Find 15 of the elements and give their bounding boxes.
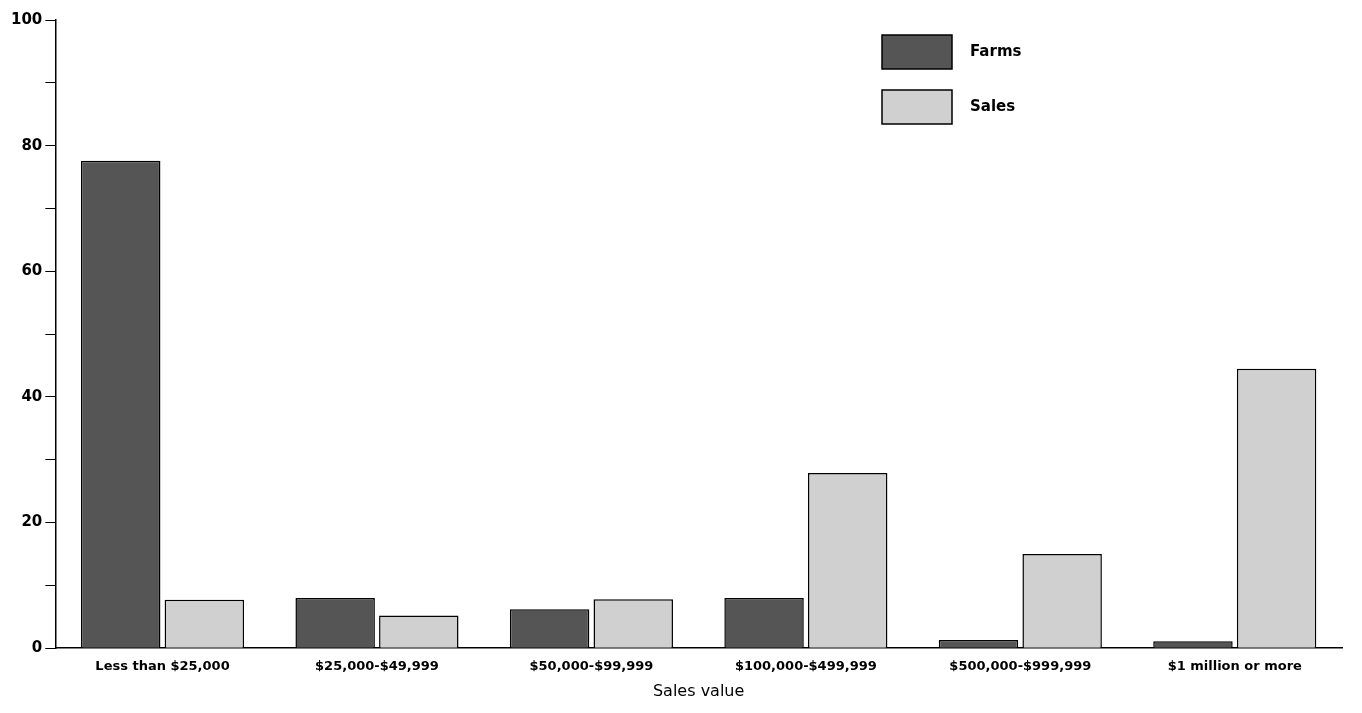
y-tick-label: 20: [21, 512, 43, 531]
y-tick-label: 80: [21, 135, 43, 154]
y-tick-label: 60: [21, 261, 43, 280]
y-tick-label: 100: [11, 9, 43, 28]
x-tick-label: $50,000-$99,999: [529, 658, 654, 674]
x-tick-label: $100,000-$499,999: [734, 658, 877, 674]
y-tick-label: 40: [21, 386, 43, 405]
x-axis-title: Sales value: [652, 680, 745, 700]
y-tick-label: 0: [31, 638, 43, 657]
x-tick-label: $500,000-$999,999: [949, 658, 1092, 674]
x-tick-label: Less than $25,000: [95, 658, 230, 674]
legend-label: Farms: [970, 41, 1022, 60]
x-tick-label: $25,000-$49,999: [315, 658, 439, 674]
x-tick-label: $1 million or more: [1167, 658, 1303, 674]
legend-label: Sales: [970, 96, 1016, 115]
